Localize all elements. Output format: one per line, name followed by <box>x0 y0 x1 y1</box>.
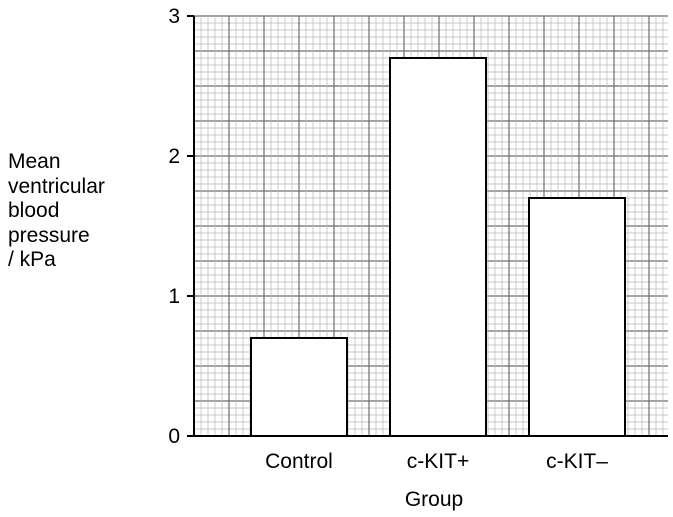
y-axis-label-line: Mean <box>8 150 61 173</box>
y-tick-label: 3 <box>168 5 180 28</box>
y-axis-label-line: ventricular <box>8 174 105 198</box>
bar <box>250 337 348 437</box>
y-axis-label: Mean ventricular blood pressure / kPa <box>8 150 148 273</box>
y-tick-label: 1 <box>168 285 180 308</box>
x-tick-label: c-KIT– <box>546 450 608 473</box>
bar <box>389 57 487 437</box>
x-tick-labels: Control c-KIT+ c-KIT– <box>265 450 608 473</box>
x-tick-label: c-KIT+ <box>407 450 469 473</box>
y-tick-labels: 0 1 2 3 <box>168 5 194 448</box>
y-tick-label: 2 <box>168 145 180 168</box>
y-axis-label-line: pressure <box>8 223 90 247</box>
y-axis-label-line: / kPa <box>8 248 56 271</box>
bars <box>250 57 626 437</box>
y-axis-label-line: blood <box>8 199 60 222</box>
x-axis-label: Group <box>405 488 463 511</box>
x-tick-label: Control <box>265 450 333 473</box>
y-tick-label: 0 <box>168 425 180 448</box>
axes <box>193 16 668 437</box>
bar <box>528 197 626 437</box>
